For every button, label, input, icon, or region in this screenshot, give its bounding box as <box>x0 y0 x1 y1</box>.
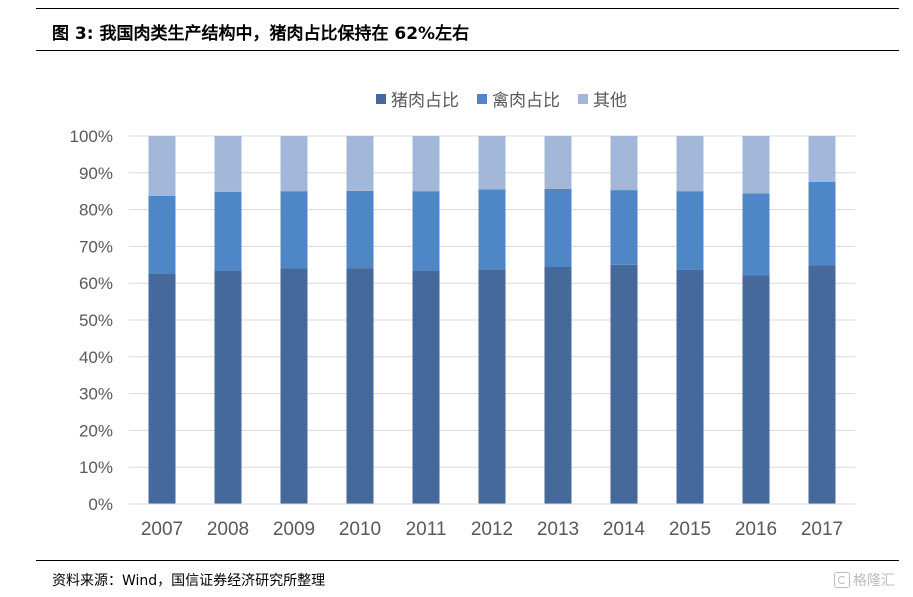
bar-segment <box>280 191 308 269</box>
bar-segment <box>478 136 506 190</box>
bar-segment <box>610 190 638 265</box>
x-tick-label: 2013 <box>537 519 579 540</box>
bar-segment <box>610 136 638 191</box>
y-tick-label: 80% <box>79 201 113 220</box>
watermark: 格隆汇 <box>834 570 895 590</box>
x-tick-label: 2010 <box>339 519 381 540</box>
x-tick-label: 2017 <box>801 519 843 540</box>
legend-label-other: 其他 <box>593 91 627 111</box>
y-tick-label: 10% <box>79 458 113 477</box>
source-note: 资料来源：Wind，国信证券经济研究所整理 <box>52 573 326 589</box>
figure-title: 图 3: 我国肉类生产结构中，猪肉占比保持在 62%左右 <box>52 24 470 44</box>
bar-segment <box>280 136 308 192</box>
y-tick-label: 40% <box>79 348 113 367</box>
chart-legend: 猪肉占比 禽肉占比 其他 <box>0 86 913 111</box>
bar-segment <box>148 195 176 274</box>
legend-swatch-other <box>578 93 588 104</box>
legend-swatch-pork <box>376 93 386 104</box>
watermark-text: 格隆汇 <box>853 573 895 589</box>
legend-swatch-poultry <box>477 93 487 104</box>
legend-label-poultry: 禽肉占比 <box>492 91 560 111</box>
y-tick-label: 100% <box>70 127 113 146</box>
x-tick-label: 2014 <box>603 519 646 540</box>
x-tick-label: 2012 <box>471 519 513 540</box>
x-tick-label: 2015 <box>669 519 711 540</box>
x-tick-label: 2016 <box>735 519 777 540</box>
bar-segment <box>808 182 836 266</box>
bar-segment <box>214 191 242 271</box>
y-tick-label: 60% <box>79 274 113 293</box>
watermark-logo-icon <box>834 572 850 588</box>
x-tick-label: 2007 <box>141 519 183 540</box>
bar-segment <box>808 265 836 504</box>
legend-item-pork: 猪肉占比 <box>376 86 459 111</box>
y-tick-label: 90% <box>79 164 113 183</box>
bar-segment <box>544 136 572 189</box>
y-tick-label: 50% <box>79 311 113 330</box>
y-tick-label: 70% <box>79 237 113 256</box>
source-rule <box>36 560 899 561</box>
x-tick-label: 2011 <box>406 519 447 540</box>
bar-segment <box>544 188 572 268</box>
y-tick-label: 20% <box>79 421 113 440</box>
legend-item-other: 其他 <box>578 86 627 111</box>
bar-segment <box>148 273 176 504</box>
bar-segment <box>346 268 374 504</box>
x-tick-label: 2009 <box>273 519 315 540</box>
bar-segment <box>742 193 770 276</box>
bar-segment <box>412 136 440 192</box>
legend-label-pork: 猪肉占比 <box>391 91 459 111</box>
title-rule-top <box>36 8 899 9</box>
bar-segment <box>346 190 374 269</box>
bar-segment <box>676 269 704 504</box>
bar-segment <box>412 270 440 504</box>
bar-segment <box>148 136 176 196</box>
bar-segment <box>478 269 506 504</box>
bar-segment <box>478 189 506 270</box>
bar-segment <box>742 136 770 194</box>
title-rule-bottom <box>36 50 899 51</box>
bar-segment <box>742 275 770 504</box>
bar-segment <box>214 136 242 192</box>
bar-segment <box>280 268 308 504</box>
bar-segment <box>214 270 242 504</box>
bar-segment <box>610 264 638 504</box>
y-tick-label: 30% <box>79 385 113 404</box>
bar-segment <box>676 136 704 192</box>
x-tick-label: 2008 <box>207 519 249 540</box>
bar-segment <box>412 191 440 271</box>
bar-segment <box>544 267 572 504</box>
bar-segment <box>808 136 836 182</box>
legend-item-poultry: 禽肉占比 <box>477 86 560 111</box>
y-tick-label: 0% <box>88 495 113 514</box>
bar-segment <box>676 191 704 270</box>
bar-segment <box>346 136 374 191</box>
